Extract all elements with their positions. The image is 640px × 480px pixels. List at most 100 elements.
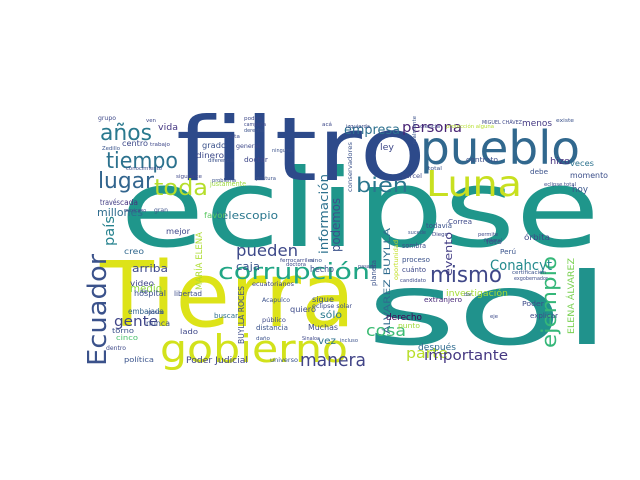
word-lado: lado	[180, 328, 198, 336]
word-miguel-chavez: MIGUEL CHÁVEZ	[482, 119, 523, 126]
word-podria: podría	[244, 115, 262, 122]
word-investigacion: investigación	[446, 288, 508, 299]
word-siguiente: siguiente	[176, 174, 202, 180]
word-derecho: derecho	[386, 313, 422, 323]
word-millones: millones	[97, 206, 143, 219]
word-peru: Perú	[500, 248, 516, 256]
word-medio: medio	[130, 282, 162, 295]
word-nunca: nunca	[146, 319, 170, 328]
word-distancia: distancia	[256, 324, 288, 332]
word-lugar: lugar	[98, 169, 155, 194]
word-buscar: buscar	[214, 312, 238, 320]
word-orbita: órbita	[524, 232, 550, 242]
word-elena-alvarez: ELENA ÁLVAREZ	[565, 258, 577, 334]
word-alvarez-buylla: ÁLVAREZ BUYLLA	[381, 227, 393, 334]
word-vez: vez	[318, 336, 336, 347]
word-existe: existe	[556, 118, 574, 124]
word-exgobernador: exgobernador	[514, 276, 549, 282]
word-buylla-roces: BUYLLA ROCES	[237, 286, 246, 344]
word-quiero: quiero	[290, 305, 316, 314]
word-dano: daño	[256, 336, 270, 342]
word-toda: toda	[154, 176, 208, 201]
word-bien: bien	[356, 173, 408, 197]
word-evento: evento	[442, 232, 455, 276]
word-hospital: hospital	[134, 289, 166, 298]
word-general: general	[236, 143, 260, 150]
word-publico: público	[262, 317, 286, 324]
word-hizo: hizo	[550, 157, 571, 167]
word-aca: acá	[322, 121, 332, 128]
word-cinco: cinco	[116, 334, 138, 342]
word-informacion: información	[317, 174, 331, 254]
word-ven: ven	[146, 118, 156, 124]
word-dinero: dinero	[196, 151, 224, 160]
word-gente: gente	[114, 314, 158, 330]
word-solo: sólo	[320, 309, 342, 321]
word-importante: importante	[424, 348, 508, 364]
word-justamente: justamente	[209, 180, 246, 188]
word-cuanto: cuánto	[402, 266, 426, 274]
word-dar: dar	[464, 292, 473, 298]
word-poder: Poder	[522, 300, 544, 308]
word-poder-judicial: Poder Judicial	[186, 356, 248, 366]
word-veces: veces	[570, 159, 594, 168]
word-contrato: contrato	[466, 156, 498, 164]
word-gran: gran	[154, 207, 168, 214]
word-dio: dio	[140, 289, 148, 295]
word-tierra: Tierra	[99, 243, 355, 348]
word-mexicano: mexicano	[124, 208, 146, 214]
word-acapulco: Acapulco	[262, 297, 290, 304]
word-muchas: Muchas	[308, 323, 338, 332]
word-hecho: hecho	[310, 265, 334, 275]
word-carcel: carcel	[402, 173, 422, 180]
word-sombra: sombra	[402, 242, 426, 250]
word-creo: creo	[124, 247, 144, 256]
word-ejemplo: ejemplo	[537, 256, 561, 348]
word-candidato: candidato	[400, 278, 426, 284]
word-derecha: derecha	[244, 128, 264, 134]
word-caja: caja	[236, 260, 260, 273]
word-persona: persona	[402, 120, 462, 136]
word-hoy: hoy	[572, 185, 589, 195]
word-centro: centro	[122, 139, 148, 148]
word-tiempo: tiempo	[106, 149, 178, 174]
cloud-background	[88, 100, 613, 369]
word-torno: torno	[112, 327, 134, 335]
word-punto: punto	[398, 322, 420, 330]
word-manera: manera	[300, 350, 366, 371]
word-cosa: cosa	[366, 321, 406, 340]
word-corrupcion: corrupción	[218, 260, 370, 285]
word-foto: foto	[486, 238, 502, 246]
word-maria-elena: MARÍA ELENA	[193, 231, 205, 290]
word-doctor: doctor	[244, 156, 268, 164]
word-dentro: dentro	[106, 345, 126, 352]
word-diferencia: diferencia	[208, 158, 234, 164]
word-proteccion-alguna: protección alguna	[446, 123, 494, 130]
word-ninguna: ninguna	[272, 148, 292, 154]
word-pais: país	[102, 216, 118, 246]
word-sinaloa: Sinaloa	[302, 336, 320, 342]
word-traves: través	[100, 197, 120, 207]
word-extranjero: extranjero	[424, 296, 462, 304]
word-realmente: realmente	[412, 116, 418, 144]
word-sino: sino	[310, 258, 322, 264]
word-doctora: doctora	[286, 262, 306, 268]
word-ley: ley	[380, 143, 395, 153]
word-vista: vista	[226, 134, 240, 140]
word-grado: grado	[202, 141, 226, 150]
word-menos: menos	[522, 119, 552, 129]
word-video: video	[130, 279, 154, 288]
word-izquierda: izquierda	[346, 124, 370, 130]
word-embajada: embajada	[128, 307, 164, 316]
word-permite: permite	[478, 232, 498, 238]
word-favor: favor	[204, 211, 227, 220]
word-sigue: sigue	[312, 295, 334, 304]
word-total: total	[428, 166, 442, 172]
word-sol: sol	[366, 251, 611, 368]
word-debe: debe	[530, 168, 548, 176]
word-ecuatorianos: ecuatorianos	[252, 281, 294, 288]
word-certificacion: certificación	[512, 269, 546, 276]
word-podemos: podemos	[329, 198, 343, 252]
word-diego: Diego	[432, 232, 448, 238]
